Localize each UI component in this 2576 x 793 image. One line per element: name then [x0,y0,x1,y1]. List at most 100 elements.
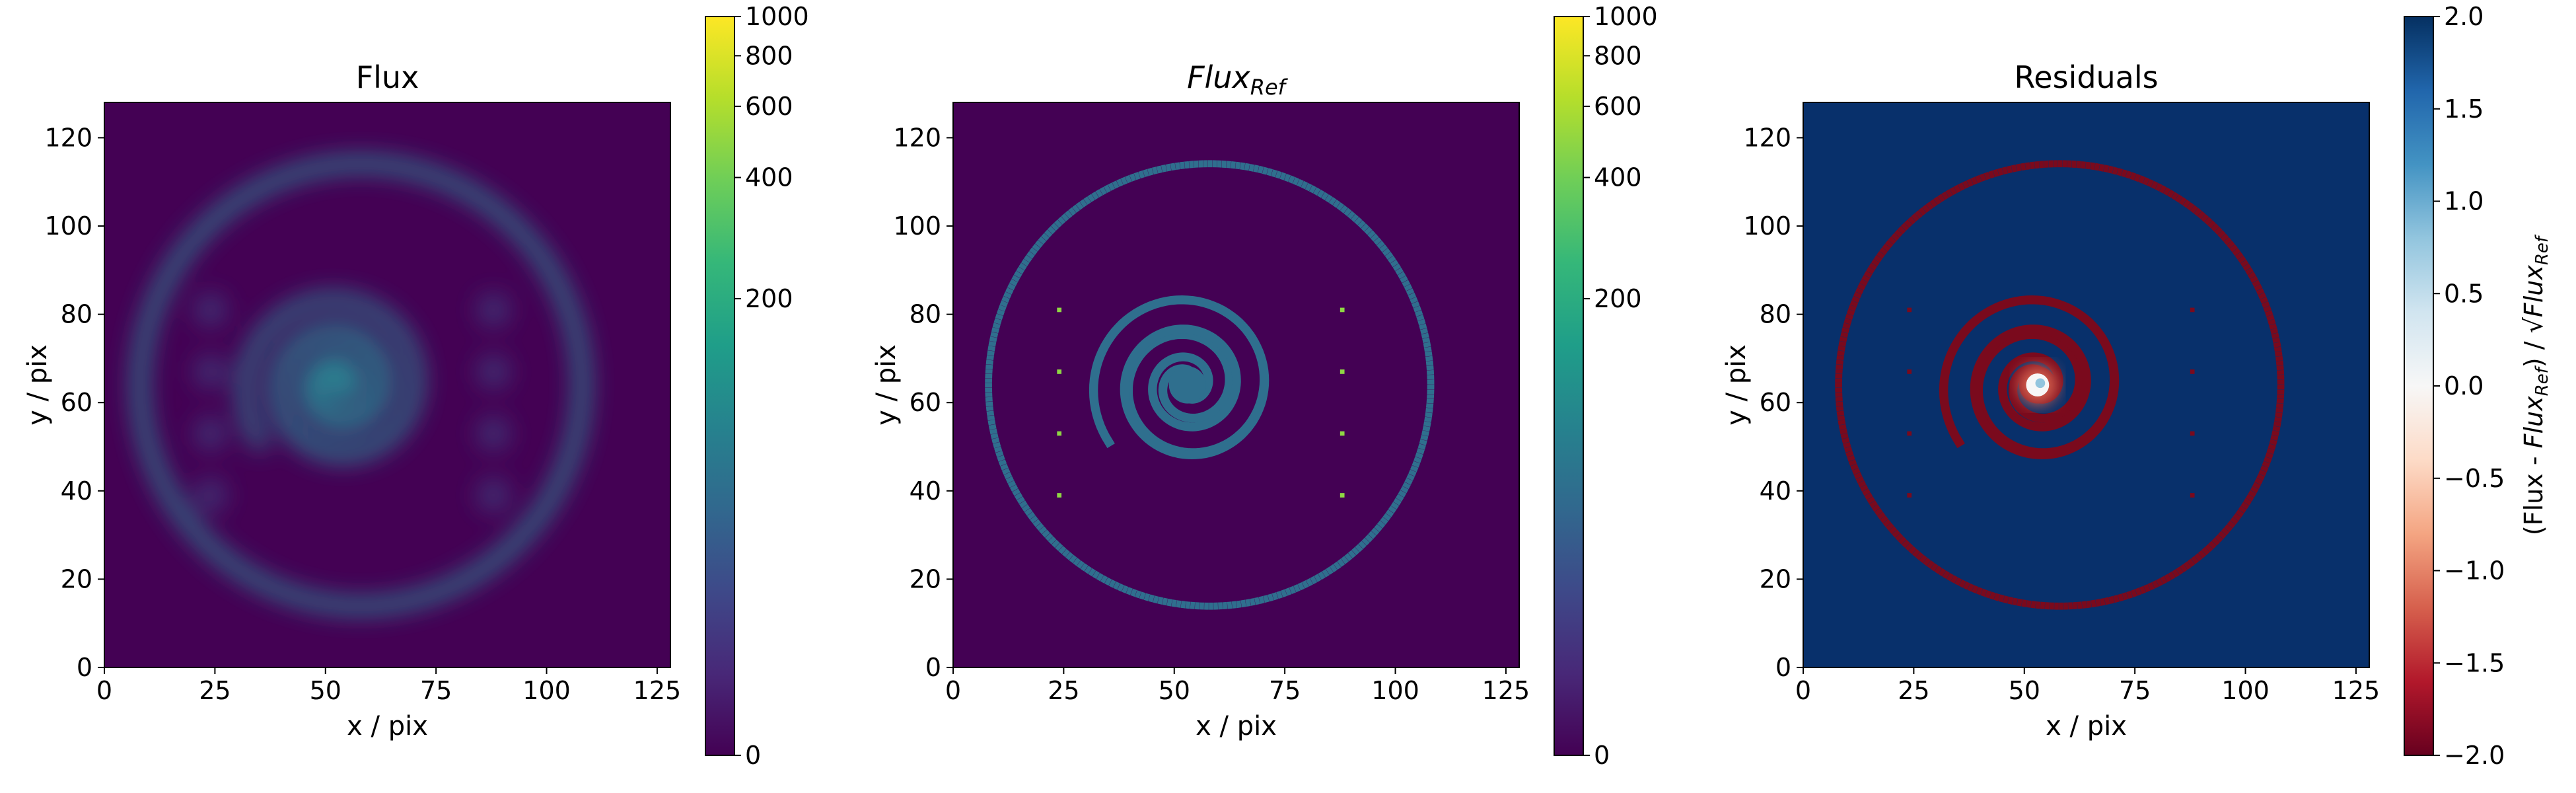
panel-1: 0 25 50 75 100 125 0 20 40 60 80 100 120 x / pix y / p… [22,2,809,770]
x-tick-label: 100 [522,676,571,705]
x-tick-label: 75 [1269,676,1301,705]
y-tick-label: 120 [893,123,941,152]
point-source-mark [1340,369,1345,374]
colorbar-tick-label: 600 [745,92,793,121]
x-tick-label: 25 [1048,676,1079,705]
y-tick-label: 0 [925,653,941,682]
axes-frame [1803,102,2370,668]
panel-3: 0 25 50 75 100 125 0 20 40 60 80 100 120 x / pix y / p… [1721,2,2552,770]
y-tick-label: 100 [1743,211,1791,241]
y-tick-label: 80 [1760,300,1791,329]
x-tick-label: 0 [96,676,112,705]
ring-mark [1835,160,2285,610]
y-tick-label: 100 [44,211,92,241]
spiral-arm-mark [269,322,423,462]
y-tick-label: 120 [44,123,92,152]
colorbar-tick-label: 0.0 [2444,371,2484,400]
x-tick-label: 25 [1898,676,1929,705]
ring-mark [985,160,1435,610]
point-source-mark [1057,493,1062,498]
panel-2: 0 25 50 75 100 125 0 20 40 60 80 100 120 x / pix y / p… [871,2,1658,770]
colorbar-bar [2404,16,2434,756]
image-area [953,102,1519,667]
colorbar-tick-label: 1.5 [2444,94,2484,124]
y-tick-label: 120 [1743,123,1791,152]
point-source-mark [1340,431,1345,436]
point-source-mark [194,293,227,326]
colorbar-tick-label: 800 [745,41,793,70]
y-tick-label: 60 [910,388,941,417]
panel-title: Residuals [2014,59,2158,95]
x-tick-label: 75 [2119,676,2151,705]
point-source-mark [2190,307,2195,313]
colorbar-bar [705,16,735,756]
y-tick-label: 60 [1760,388,1791,417]
x-tick-label: 75 [420,676,452,705]
point-source-mark [1340,307,1345,313]
point-source-mark [478,479,510,511]
x-tick-label: 100 [1371,676,1419,705]
colorbar-tick-label: 400 [1594,163,1642,192]
blurred-layer [132,157,589,613]
spiral-arm-mark [1089,295,1269,457]
point-source-mark [1907,431,1912,436]
spiral-arm-mark [1120,324,1270,459]
spiral-core-mark [1168,366,1206,404]
point-source-mark [2190,493,2195,498]
x-tick-label: 50 [1159,676,1190,705]
axes-frame [952,102,1520,668]
colorbar: 0 200 400 600 800 1000 [1554,2,1658,770]
colorbar-tick-label: 1.0 [2444,187,2484,216]
x-axis-label: x / pix [347,711,428,741]
point-source-mark [478,356,510,388]
colorbar-tick-label: −1.0 [2444,556,2505,585]
x-tick-label: 125 [1482,676,1530,705]
x-tick-label: 100 [2221,676,2270,705]
colorbar-tick-label: 400 [745,163,793,192]
point-source-mark [1907,307,1912,313]
point-source-mark [2190,369,2195,374]
point-source-mark [1340,493,1345,498]
point-source-mark [1907,369,1912,374]
x-tick-label: 50 [2009,676,2040,705]
colorbar-tick-label: 0.5 [2444,279,2484,308]
x-tick-label: 50 [310,676,341,705]
axes-frame [104,102,671,668]
x-tick-label: 25 [199,676,231,705]
point-source-mark [1057,431,1062,436]
colorbar-tick-label: 200 [1594,284,1642,313]
colorbar-tick-label: −2.0 [2444,741,2505,770]
x-axis-label: x / pix [2046,711,2127,741]
y-tick-label: 100 [893,211,941,241]
x-tick-label: 0 [1795,676,1811,705]
y-tick-label: 0 [77,653,92,682]
y-axis-label: y / pix [871,344,902,426]
x-tick-label: 0 [945,676,961,705]
panel-title: Flux [356,59,419,95]
colorbar-tick-label: 600 [1594,92,1642,121]
colorbar: 0 200 400 600 800 1000 [705,2,809,770]
colorbar-label: (Flux - FluxRef) / √FluxRef [2519,234,2552,535]
colorbar-tick-label: −1.5 [2444,648,2505,677]
point-source-mark [478,293,510,326]
y-axis-label: y / pix [22,344,53,426]
y-tick-label: 80 [910,300,941,329]
colorbar-tick-label: 200 [745,284,793,313]
point-source-mark [194,479,227,511]
colorbar-tick-label: 2.0 [2444,2,2484,31]
panel-title: FluxRef [1187,59,1289,100]
colorbar-tick-label: 1000 [1594,2,1658,31]
point-source-mark [194,356,227,388]
colorbar-tick-label: −0.5 [2444,464,2505,493]
ring-mark [132,157,589,613]
x-tick-label: 125 [2332,676,2380,705]
y-tick-label: 80 [61,300,92,329]
y-tick-label: 40 [1760,476,1791,506]
y-tick-label: 40 [61,476,92,506]
y-axis-label: y / pix [1721,344,1752,426]
spiral-core-mark [320,366,357,404]
colorbar-bar [1554,16,1584,756]
spiral-arm-mark [1939,295,2119,457]
image-area [104,102,670,667]
